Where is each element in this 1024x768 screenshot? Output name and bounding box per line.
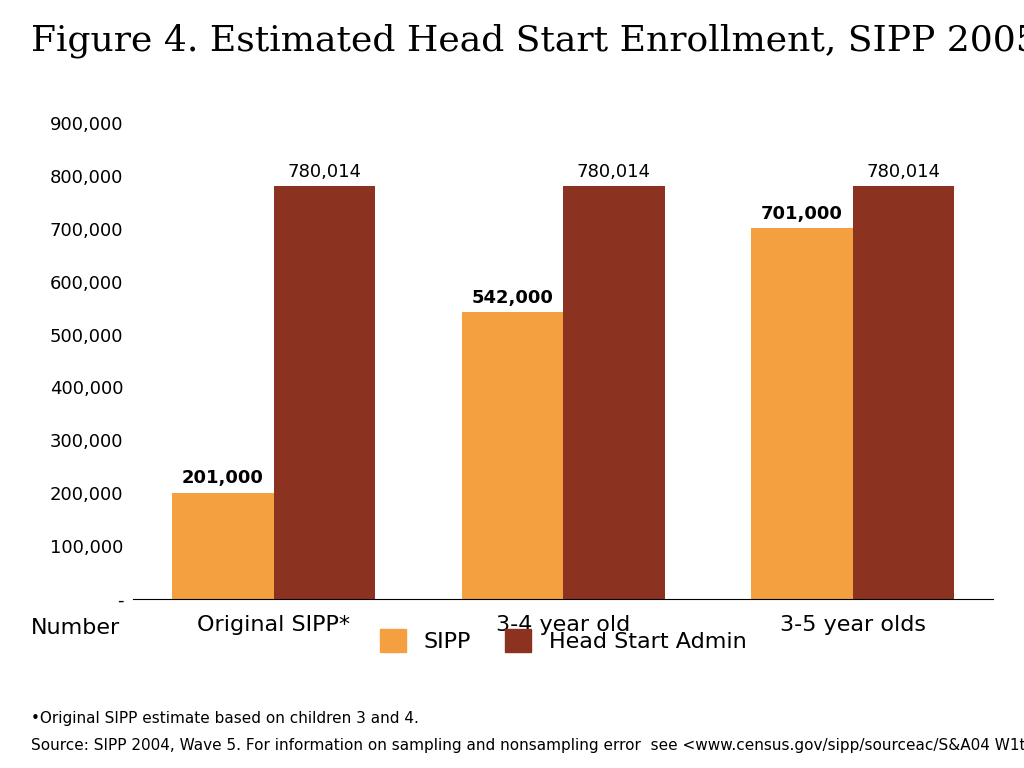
Text: 701,000: 701,000 [761, 205, 843, 223]
Text: 780,014: 780,014 [577, 163, 651, 181]
Bar [752, 228, 853, 599]
Text: Figure 4. Estimated Head Start Enrollment, SIPP 2005: Figure 4. Estimated Head Start Enrollmen… [31, 23, 1024, 58]
Text: 201,000: 201,000 [182, 469, 264, 488]
Bar [563, 187, 665, 599]
Text: 780,014: 780,014 [288, 163, 361, 181]
Bar [273, 187, 375, 599]
Text: 542,000: 542,000 [472, 289, 553, 307]
Text: Source: SIPP 2004, Wave 5. For information on sampling and nonsampling error  se: Source: SIPP 2004, Wave 5. For informati… [31, 737, 1024, 753]
Bar [853, 187, 954, 599]
Bar [462, 313, 563, 599]
Legend: SIPP, Head Start Admin: SIPP, Head Start Admin [371, 621, 756, 661]
Text: 780,014: 780,014 [866, 163, 940, 181]
Bar [172, 493, 273, 599]
Text: Number: Number [31, 618, 120, 638]
Text: •Original SIPP estimate based on children 3 and 4.: •Original SIPP estimate based on childre… [31, 710, 419, 726]
